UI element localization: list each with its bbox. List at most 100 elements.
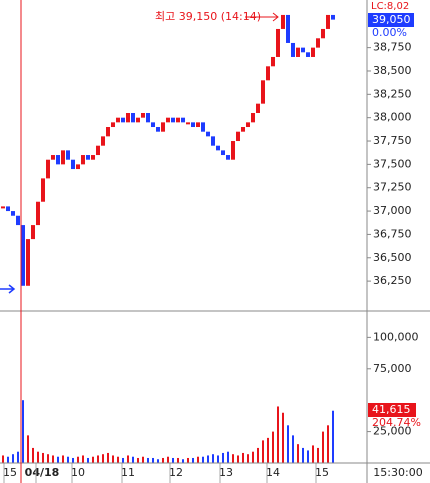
volume-bar xyxy=(92,456,94,463)
candle xyxy=(51,155,55,160)
volume-bar xyxy=(217,455,219,463)
candle xyxy=(281,14,285,29)
volume-bar xyxy=(282,412,284,463)
last-price-box xyxy=(368,13,414,27)
volume-bar xyxy=(2,455,4,463)
y-tick-label: 38,500 xyxy=(373,64,412,77)
candle xyxy=(236,131,240,142)
y-tick-label: 38,750 xyxy=(373,41,412,54)
candle xyxy=(276,28,280,57)
volume-bar xyxy=(52,455,54,463)
candle xyxy=(136,117,140,123)
volume-bar xyxy=(22,400,24,463)
candle xyxy=(306,52,310,57)
candle xyxy=(116,117,120,123)
volume-bar xyxy=(112,455,114,463)
candle xyxy=(11,211,15,216)
candle xyxy=(86,155,90,160)
candle xyxy=(81,155,85,165)
candle xyxy=(96,145,100,156)
candle xyxy=(61,150,65,165)
volume-bar xyxy=(267,437,269,463)
y-tick-label: 100,000 xyxy=(373,330,419,343)
volume-bar xyxy=(322,431,324,463)
volume-bar xyxy=(202,456,204,463)
candle xyxy=(186,122,190,125)
volume-bar xyxy=(12,454,14,463)
y-tick-label: 36,750 xyxy=(373,227,412,240)
volume-bar xyxy=(167,456,169,463)
volume-bar xyxy=(142,456,144,463)
candle xyxy=(261,80,265,104)
volume-bar xyxy=(47,454,49,463)
last-volume: 41,615 xyxy=(372,403,411,416)
volume-bar xyxy=(302,447,304,463)
volume-bar xyxy=(232,454,234,463)
candle xyxy=(166,117,170,123)
volume-bar xyxy=(147,457,149,463)
volume-bar xyxy=(62,455,64,463)
high-arrow xyxy=(245,12,279,22)
candle xyxy=(146,113,150,123)
volume-bar xyxy=(97,455,99,463)
high-annotation: 최고 39,150 (14:14) xyxy=(155,10,261,23)
volume-bar xyxy=(207,455,209,463)
volume-bar xyxy=(317,447,319,463)
last-price: 39,050 xyxy=(372,13,411,26)
volume-bar xyxy=(127,455,129,463)
volume-bar xyxy=(157,459,159,463)
y-tick-label: 38,000 xyxy=(373,111,412,124)
x-tick-label: 14 xyxy=(266,466,280,479)
candle xyxy=(6,206,10,212)
volume-bar xyxy=(332,410,334,463)
volume-bar xyxy=(242,452,244,463)
candle xyxy=(201,122,205,132)
candle xyxy=(121,117,125,123)
last-volume-box xyxy=(368,403,416,417)
candle xyxy=(231,141,235,160)
candle xyxy=(1,206,5,209)
candle xyxy=(106,127,110,137)
candle xyxy=(16,215,20,226)
volume-bar xyxy=(117,456,119,463)
volume-bar xyxy=(172,457,174,463)
volume-bar xyxy=(102,454,104,463)
candle xyxy=(316,38,320,48)
candle xyxy=(141,113,145,118)
volume-bar xyxy=(187,457,189,463)
volume-bar xyxy=(257,447,259,463)
volume-bar xyxy=(87,457,89,463)
candle xyxy=(101,136,105,146)
volume-bar xyxy=(277,406,279,463)
x-tick-label: 13 xyxy=(219,466,233,479)
volume-bar xyxy=(27,435,29,463)
volume-bar xyxy=(262,440,264,463)
y-tick-label: 37,000 xyxy=(373,204,412,217)
volume-bar xyxy=(77,456,79,463)
candle xyxy=(286,14,290,43)
candle xyxy=(56,155,60,165)
x-tick-label: 15 xyxy=(315,466,329,479)
y-tick-label: 75,000 xyxy=(373,362,412,375)
y-tick-label: 38,250 xyxy=(373,87,412,100)
change: 0.00% xyxy=(372,26,407,39)
x-tick-label: 11 xyxy=(121,466,135,479)
volume-bar xyxy=(37,451,39,463)
volume-bar xyxy=(327,425,329,463)
volume-bar xyxy=(292,435,294,463)
y-tick-label: 36,250 xyxy=(373,274,412,287)
volume-bar xyxy=(132,456,134,463)
volume-bar xyxy=(162,457,164,463)
volume-bar xyxy=(212,454,214,463)
candle xyxy=(161,122,165,132)
y-tick-label: 36,500 xyxy=(373,251,412,264)
candle xyxy=(221,150,225,156)
x-tick-label: 04/18 xyxy=(25,466,60,479)
volume-bar xyxy=(272,431,274,463)
candle xyxy=(331,14,335,20)
volume-bar xyxy=(152,457,154,463)
volume-bar xyxy=(182,459,184,463)
candle xyxy=(291,42,295,57)
